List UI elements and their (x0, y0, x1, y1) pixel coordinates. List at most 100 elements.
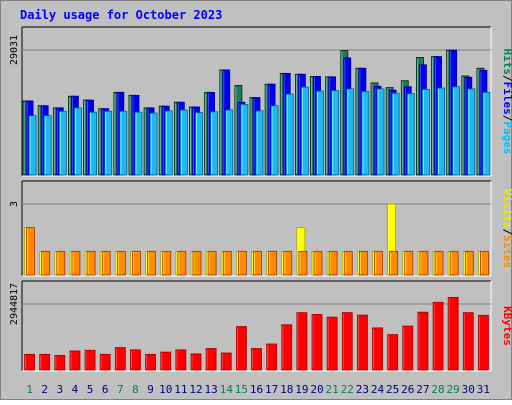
bar-hits-pages-day-10 (164, 110, 173, 176)
panel-series-legend: Hits/Files/Pages (501, 49, 512, 155)
panel-visits: 3 Visits/Sites (9, 180, 512, 277)
bar-kbytes-kbytes-day-12 (190, 353, 202, 371)
bar-visits-sites-day-13 (207, 250, 217, 276)
bar-visits-sites-day-24 (374, 250, 383, 276)
x-tick-label-day-14: 14 (220, 383, 234, 396)
panel-ymax-label: 2944817 (9, 283, 20, 325)
bar-visits-sites-day-22 (343, 250, 353, 276)
bar-hits-pages-day-18 (285, 93, 294, 176)
legend-entry: Pages (501, 121, 512, 154)
bar-visits-sites-day-26 (404, 250, 414, 276)
bar-hits-pages-day-25 (391, 92, 400, 176)
bar-visits-sites-day-19 (298, 250, 308, 276)
x-tick-label-day-26: 26 (401, 383, 414, 396)
bar-visits-sites-day-12 (192, 250, 202, 276)
bar-kbytes-kbytes-day-23 (357, 314, 368, 371)
x-tick-label-day-20: 20 (310, 383, 323, 396)
x-tick-label-day-7: 7 (117, 383, 124, 396)
bar-hits-pages-day-16 (255, 110, 264, 176)
x-tick-label-day-30: 30 (462, 383, 475, 396)
bar-kbytes-kbytes-day-2 (39, 353, 51, 371)
bar-kbytes-kbytes-day-17 (266, 343, 278, 371)
bar-kbytes-kbytes-day-30 (462, 312, 474, 371)
bar-visits-sites-day-31 (480, 250, 489, 276)
x-tick-label-day-25: 25 (386, 383, 399, 396)
x-tick-label-day-18: 18 (280, 383, 293, 396)
bar-kbytes-kbytes-day-24 (372, 327, 383, 371)
bar-kbytes-kbytes-day-27 (417, 311, 429, 371)
x-tick-label-day-22: 22 (341, 383, 354, 396)
bar-hits-pages-day-3 (58, 110, 67, 176)
x-tick-label-day-17: 17 (265, 383, 278, 396)
x-tick-label-day-2: 2 (41, 383, 48, 396)
bar-visits-sites-day-21 (328, 250, 338, 276)
bar-kbytes-kbytes-day-6 (99, 353, 111, 371)
bar-hits-pages-day-13 (210, 111, 219, 176)
bar-kbytes-kbytes-day-29 (447, 296, 459, 371)
bar-kbytes-kbytes-day-5 (84, 349, 96, 371)
bar-visits-sites-day-6 (101, 250, 111, 276)
bar-hits-pages-day-15 (240, 103, 249, 176)
legend-entry: Files (501, 82, 512, 115)
panel-series-legend: Visits/Sites (501, 189, 512, 269)
bar-visits-sites-day-1 (26, 227, 35, 276)
bar-hits-pages-day-22 (346, 88, 355, 176)
bar-hits-pages-day-5 (89, 111, 97, 176)
bar-kbytes-kbytes-day-18 (281, 324, 293, 371)
x-tick-label-day-29: 29 (447, 383, 460, 396)
bar-hits-pages-day-1 (28, 115, 37, 176)
x-tick-label-day-21: 21 (326, 383, 339, 396)
bar-hits-pages-day-27 (422, 88, 430, 176)
legend-entry: / (501, 75, 512, 82)
x-tick-label-day-4: 4 (72, 383, 79, 396)
bar-kbytes-kbytes-day-4 (69, 350, 81, 371)
bar-kbytes-kbytes-day-16 (251, 348, 262, 371)
bar-visits-sites-day-7 (116, 250, 126, 276)
bar-visits-sites-day-30 (464, 250, 474, 276)
bar-kbytes-kbytes-day-1 (24, 353, 35, 371)
bar-kbytes-kbytes-day-20 (311, 314, 323, 371)
x-tick-label-day-23: 23 (356, 383, 369, 396)
bar-hits-pages-day-23 (361, 91, 370, 176)
bar-visits-sites-day-25 (389, 250, 399, 276)
legend-entry: / (501, 115, 512, 122)
bar-visits-sites-day-5 (86, 250, 96, 276)
chart-title: Daily usage for October 2023 (20, 8, 222, 22)
bar-visits-sites-day-29 (449, 250, 459, 276)
bar-hits-pages-day-6 (104, 110, 113, 176)
x-tick-label-day-11: 11 (174, 383, 187, 396)
bar-kbytes-kbytes-day-11 (175, 349, 187, 371)
x-tick-label-day-16: 16 (250, 383, 263, 396)
bar-hits-pages-day-24 (376, 88, 385, 176)
bar-visits-sites-day-16 (253, 250, 262, 276)
bar-kbytes-kbytes-day-15 (235, 326, 247, 371)
bar-kbytes-kbytes-day-13 (205, 348, 217, 371)
bar-visits-sites-day-11 (177, 250, 187, 276)
bar-hits-pages-day-8 (134, 111, 143, 176)
x-tick-label-day-3: 3 (57, 383, 64, 396)
bar-hits-pages-day-29 (452, 86, 461, 176)
chart-panels: 29031Hits/Files/Pages3Visits/Sites294481… (9, 26, 512, 372)
bar-hits-pages-day-21 (331, 90, 340, 176)
bar-hits-pages-day-11 (179, 109, 188, 176)
bar-visits-sites-day-9 (147, 250, 156, 276)
bar-visits-sites-day-20 (313, 250, 323, 276)
bar-visits-sites-day-15 (237, 250, 247, 276)
bar-visits-sites-day-17 (268, 250, 278, 276)
x-tick-label-day-1: 1 (26, 383, 33, 396)
x-tick-label-day-31: 31 (477, 383, 490, 396)
bar-visits-sites-day-2 (41, 250, 51, 276)
bar-kbytes-kbytes-day-19 (296, 312, 308, 371)
legend-entry: Hits (501, 49, 512, 76)
bar-visits-sites-day-4 (71, 250, 81, 276)
bar-visits-sites-day-27 (419, 250, 429, 276)
panel-ymax-label: 29031 (9, 35, 20, 65)
x-tick-label-day-15: 15 (235, 383, 248, 396)
bar-kbytes-kbytes-day-8 (130, 349, 141, 371)
bar-visits-sites-day-23 (359, 250, 368, 276)
panel-ymax-label: 3 (9, 201, 20, 207)
panel-kbytes: 2944817 KBytes (9, 280, 512, 372)
